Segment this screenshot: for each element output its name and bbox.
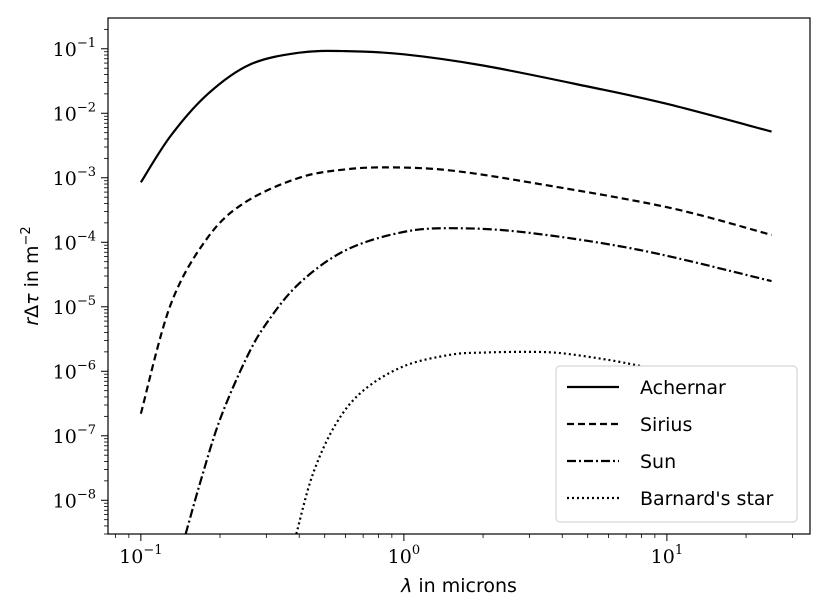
x-axis-label: λ in microns: [400, 575, 517, 597]
y-tick-label: 10−5: [53, 294, 96, 319]
y-axis-label-tau: τ: [21, 293, 43, 305]
series-line-sirius: [139, 166, 772, 414]
legend: Achernar Sirius Sun Barnard's star: [555, 365, 798, 523]
legend-box: [555, 365, 798, 523]
series-group: [139, 49, 772, 534]
y-axis-label-exponent: −2: [19, 226, 34, 245]
x-tick-label: 10−1: [119, 543, 162, 568]
legend-label-sirius: Sirius: [640, 414, 692, 436]
plot-frame: [107, 17, 811, 535]
x-tick-label: 101: [651, 543, 683, 568]
y-tick-label: 10−7: [53, 423, 96, 448]
y-axis-label-text: in m: [21, 245, 43, 293]
series-line-barnard-s-star: [295, 350, 642, 534]
x-axis-label-symbol: λ: [400, 575, 412, 597]
x-axis-label-text: in microns: [412, 575, 517, 597]
axis-ticks: 10−1 100 101 10−1 10−2 10−3 10−4 10−5 10−6 10−7 10…: [53, 28, 793, 568]
series-line-achernar: [139, 49, 772, 183]
y-tick-label: 10−2: [53, 100, 96, 125]
x-tick-label: 100: [388, 543, 420, 568]
legend-label-barnard-s-star: Barnard's star: [640, 488, 774, 510]
y-tick-label: 10−6: [53, 358, 96, 383]
y-axis-label: rΔτ in m−2: [19, 226, 43, 325]
y-tick-label: 10−3: [53, 165, 96, 190]
y-tick-label: 10−4: [53, 229, 96, 254]
y-tick-label: 10−8: [53, 487, 96, 512]
series-line-sun: [184, 227, 772, 534]
legend-label-achernar: Achernar: [640, 377, 726, 399]
legend-label-sun: Sun: [640, 451, 676, 473]
y-tick-label: 10−1: [53, 36, 96, 61]
y-axis-label-r: r: [21, 317, 43, 326]
y-axis-label-delta: Δ: [21, 305, 43, 318]
